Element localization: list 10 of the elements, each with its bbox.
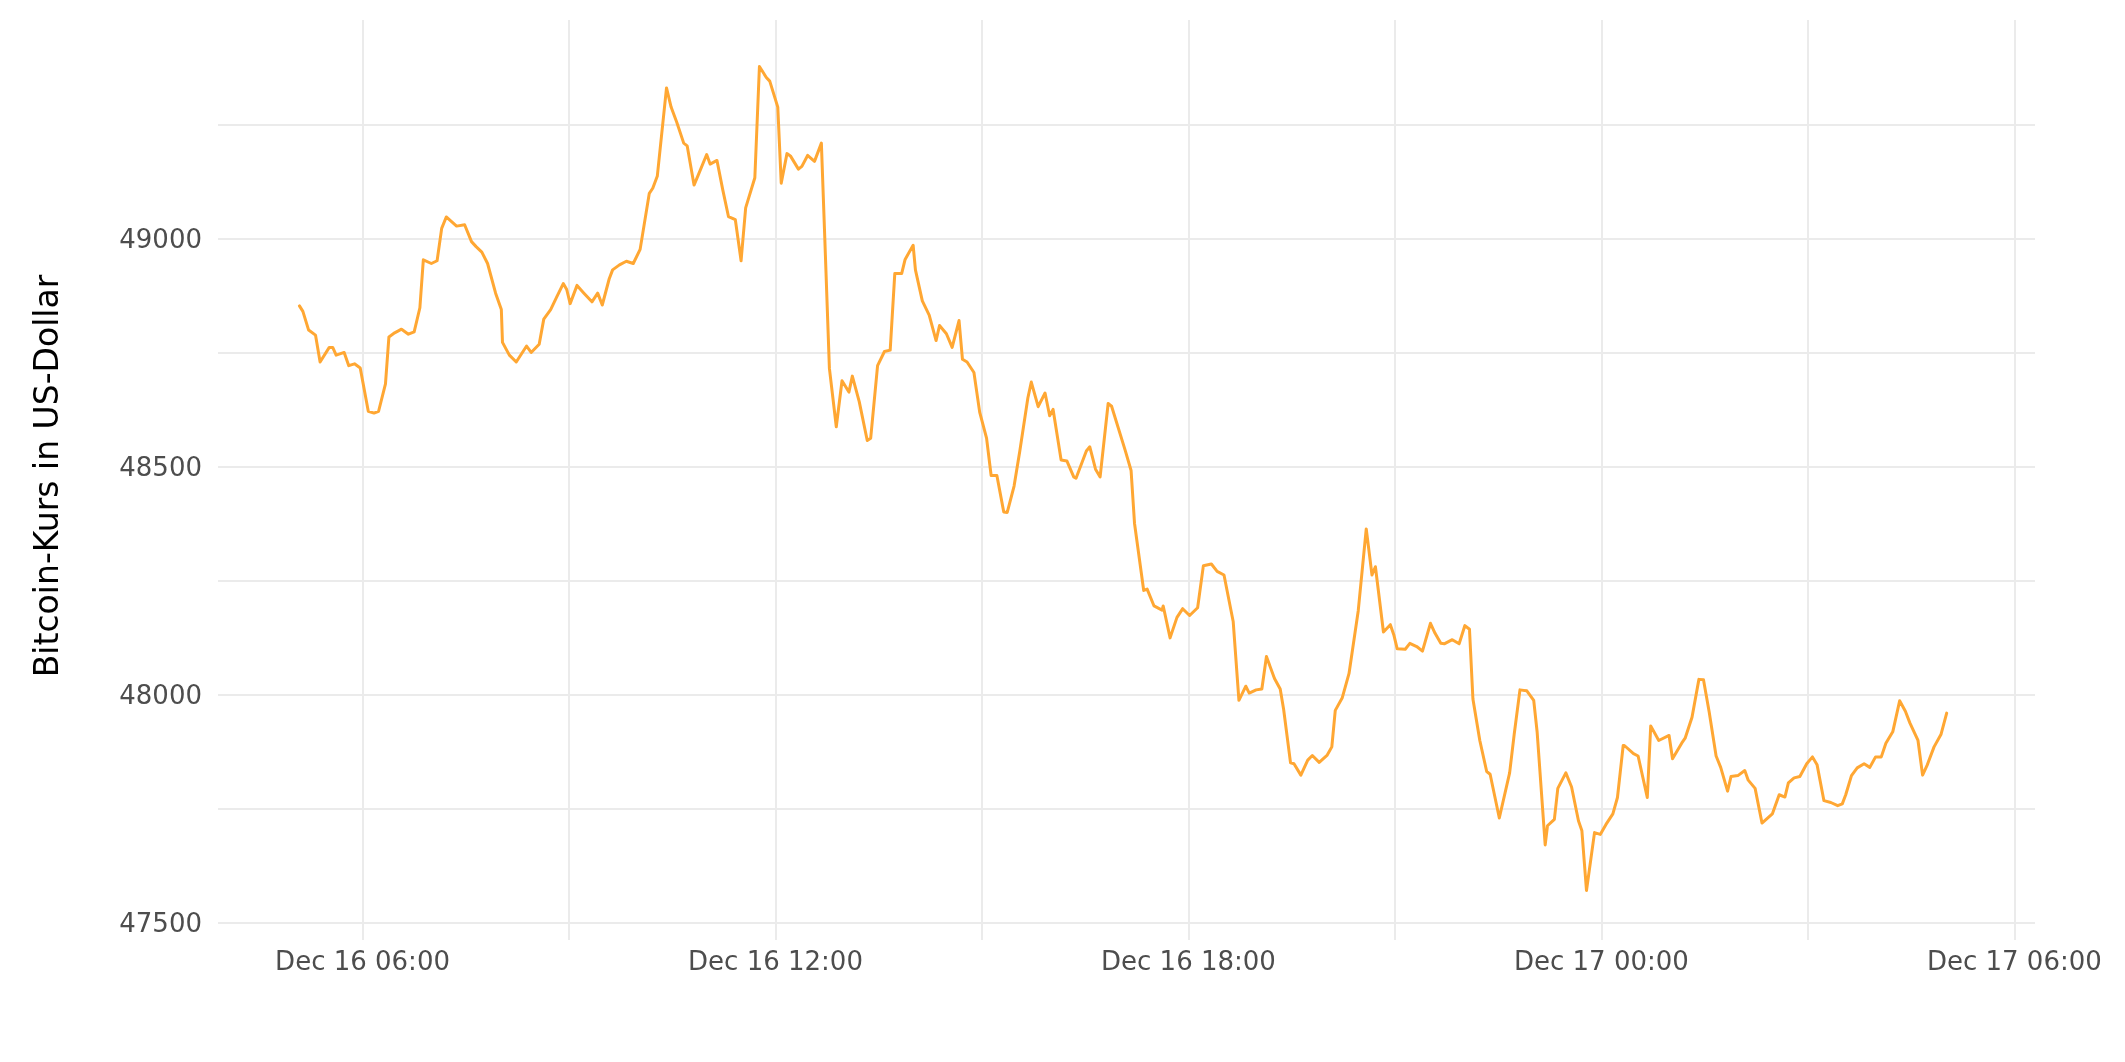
x-tick-label: Dec 16 18:00 — [1101, 946, 1276, 976]
x-tick-label: Dec 16 06:00 — [275, 946, 450, 976]
x-tick-label: Dec 17 06:00 — [1926, 946, 2102, 976]
y-tick-label: 48000 — [119, 679, 202, 710]
y-tick-label: 47500 — [119, 907, 202, 938]
y-tick-label: 48500 — [119, 451, 202, 482]
y-axis-title: Bitcoin-Kurs in US-Dollar — [27, 274, 66, 678]
x-tick-label: Dec 17 00:00 — [1513, 946, 1689, 976]
x-tick-label: Dec 16 12:00 — [688, 946, 863, 976]
y-tick-label: 49000 — [119, 223, 202, 254]
